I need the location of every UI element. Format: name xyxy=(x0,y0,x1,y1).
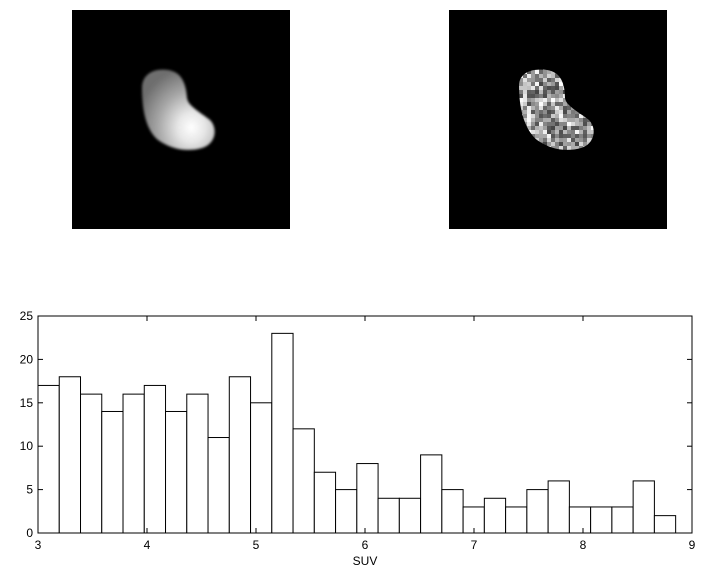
x-tick-label: 3 xyxy=(35,538,42,552)
histogram-bar xyxy=(186,393,209,534)
x-axis-label: SUV xyxy=(353,554,378,568)
y-tick-label: 15 xyxy=(20,396,34,410)
histogram-bar xyxy=(611,506,634,534)
noisy-pet-image-graphic xyxy=(519,69,594,150)
x-tick-label: 5 xyxy=(253,538,260,552)
histogram-bar xyxy=(483,497,507,534)
histogram-bar xyxy=(292,428,315,534)
histogram-bar xyxy=(441,489,464,534)
histogram-bar xyxy=(568,506,592,534)
histogram-bar xyxy=(228,376,252,534)
y-tick-label: 20 xyxy=(20,352,34,366)
x-tick-label: 4 xyxy=(144,538,151,552)
histogram-bar xyxy=(356,463,379,534)
noisy-pet-image xyxy=(449,10,667,229)
suv-histogram: 3 4 5 6 7 8 9 0 5 10 15 20 25 SUV xyxy=(20,309,696,568)
y-tick-label: 5 xyxy=(26,483,33,497)
histogram-bar xyxy=(80,393,103,534)
histogram-bar xyxy=(590,506,613,534)
histogram-bar xyxy=(398,497,422,534)
ticks-group: 3 4 5 6 7 8 9 0 5 10 15 20 25 xyxy=(20,309,696,552)
x-tick-label: 9 xyxy=(689,538,696,552)
histogram-bar xyxy=(505,506,528,534)
histogram-bar xyxy=(377,497,400,534)
y-tick-label: 25 xyxy=(20,309,34,323)
histogram-bar xyxy=(335,489,358,534)
y-tick-label: 10 xyxy=(20,439,34,453)
smooth-pet-image xyxy=(72,10,290,229)
histogram-bar xyxy=(526,489,549,534)
histogram-bar xyxy=(207,437,230,534)
lesion-blob xyxy=(142,69,215,150)
smooth-pet-image-graphic xyxy=(142,69,215,150)
noise-voxels xyxy=(519,69,594,150)
histogram-bar xyxy=(58,376,82,534)
bars-group xyxy=(37,332,677,534)
x-tick-label: 6 xyxy=(362,538,369,552)
histogram-bar xyxy=(250,402,273,534)
histogram-bar xyxy=(165,410,188,534)
histogram-bar xyxy=(313,471,337,534)
histogram-bar xyxy=(122,393,145,534)
histogram-bar xyxy=(143,384,167,534)
histogram-bar xyxy=(271,332,294,534)
x-tick-label: 7 xyxy=(471,538,478,552)
histogram-bar xyxy=(547,480,570,534)
histogram-bar xyxy=(632,480,655,534)
y-tick-label: 0 xyxy=(26,526,33,540)
x-tick-label: 8 xyxy=(580,538,587,552)
histogram-bar xyxy=(653,515,677,534)
histogram-bar xyxy=(420,454,443,534)
histogram-bar xyxy=(101,410,124,534)
histogram-bar xyxy=(37,384,60,534)
